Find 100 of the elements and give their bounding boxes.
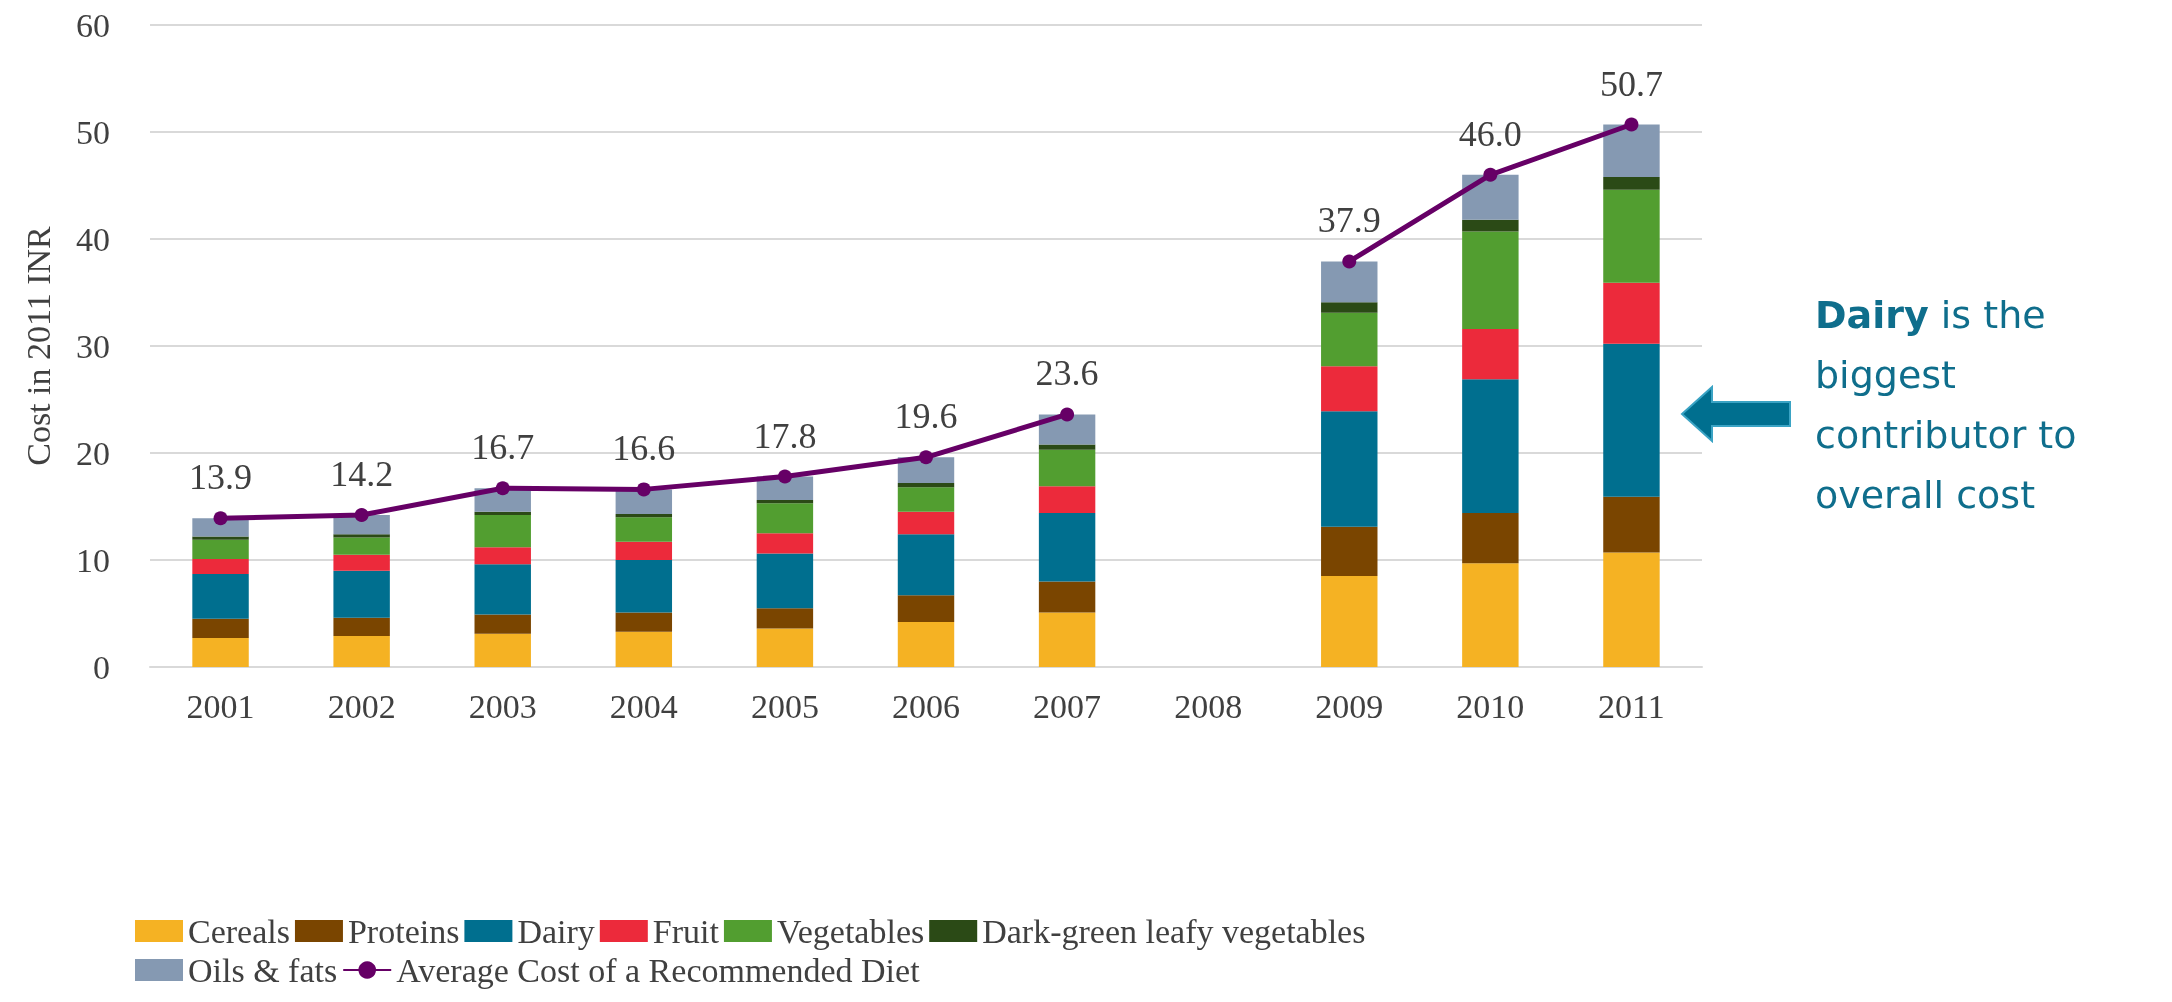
bar (333, 570, 390, 618)
bar (333, 537, 390, 555)
bar (192, 536, 249, 540)
point (919, 450, 933, 465)
bar (1462, 231, 1519, 329)
bar (192, 638, 249, 667)
x-tick-label: 2008 (1174, 687, 1243, 725)
bar (1603, 496, 1660, 553)
bar (1603, 282, 1660, 344)
bar (1321, 526, 1378, 577)
bar (756, 628, 814, 667)
y-tick-label: 40 (76, 220, 110, 258)
bar (615, 631, 673, 667)
x-tick-label: 2003 (468, 687, 537, 725)
data-label: 37.9 (1317, 200, 1381, 241)
bar (192, 573, 249, 619)
bar (474, 515, 531, 548)
data-label: 16.7 (471, 427, 535, 468)
bar (1038, 512, 1096, 582)
y-tick-label: 50 (76, 113, 110, 151)
legend-label: Cereals (188, 912, 290, 950)
bar (897, 534, 955, 596)
data-label: 23.6 (1035, 353, 1099, 394)
bar (756, 533, 814, 554)
bar (333, 635, 390, 667)
bar (1321, 302, 1378, 313)
bar (615, 541, 673, 560)
bar (333, 534, 390, 538)
bar (474, 633, 531, 667)
legend-label: Average Cost of a Recommended Diet (396, 951, 921, 989)
point (636, 482, 651, 497)
bar (1603, 552, 1660, 667)
legend-label: Vegetables (776, 912, 925, 950)
bar (192, 539, 249, 559)
bar (192, 618, 249, 639)
bar (1603, 189, 1660, 283)
point (1342, 254, 1357, 269)
y-tick-label: 60 (76, 6, 110, 44)
bar (756, 500, 814, 504)
bar (474, 564, 531, 615)
x-tick-label: 2002 (327, 687, 396, 725)
x-tick-label: 2009 (1315, 687, 1384, 725)
bar (1038, 444, 1096, 450)
bar (1603, 343, 1660, 497)
point (777, 469, 792, 484)
bar (756, 503, 814, 534)
point (354, 508, 369, 523)
x-tick-label: 2010 (1456, 687, 1525, 725)
x-tick-label: 2005 (750, 687, 819, 725)
text: Dairy is the biggest contributor to overall cost (1815, 292, 2078, 519)
bar (1603, 176, 1660, 190)
bar (615, 513, 673, 518)
bar (1462, 328, 1519, 380)
legend-label: Fruit (652, 912, 720, 950)
data-label: 46.0 (1458, 113, 1522, 154)
data-label: 19.6 (894, 396, 958, 437)
data-label: 13.9 (189, 457, 253, 498)
data-label: 17.8 (753, 415, 817, 456)
bar (615, 612, 673, 632)
bar (1038, 486, 1096, 513)
y-tick-label: 30 (76, 327, 110, 365)
bar (474, 547, 531, 565)
bar (1462, 174, 1519, 220)
data-label: 16.6 (612, 428, 676, 469)
x-tick-label: 2011 (1598, 687, 1665, 725)
bar (1462, 512, 1519, 564)
legend-label: Dark-green leafy vegetables (982, 912, 1366, 950)
legend-label: Proteins (347, 912, 460, 950)
x-tick-label: 2007 (1033, 687, 1102, 725)
y-axis-title: Cost in 2011 INR (19, 225, 57, 466)
bar (474, 614, 531, 634)
x-tick-label: 2004 (609, 687, 678, 725)
bar (192, 558, 249, 574)
bar (897, 595, 955, 623)
bar (897, 482, 955, 488)
y-tick-label: 10 (76, 541, 110, 579)
bar (615, 560, 673, 613)
bar (1603, 124, 1660, 177)
x-tick-label: 2001 (186, 687, 255, 725)
bar (1038, 612, 1096, 667)
legend-label: Oils & fats (188, 951, 338, 989)
bar (474, 511, 531, 516)
bar (897, 622, 955, 667)
bar (756, 608, 814, 629)
bar (1321, 576, 1378, 667)
bar (1321, 411, 1378, 527)
legend-label: Dairy (517, 912, 595, 950)
bar (333, 554, 390, 571)
bar (1462, 379, 1519, 513)
point (213, 511, 228, 526)
bar (897, 487, 955, 512)
bar (756, 553, 814, 609)
data-label: 14.2 (330, 454, 394, 495)
bar (1038, 581, 1096, 613)
bar (1321, 312, 1378, 367)
point (1060, 407, 1075, 422)
y-tick-label: 20 (76, 434, 110, 472)
bar (1038, 449, 1096, 487)
bar (1462, 219, 1519, 232)
point (1483, 167, 1498, 182)
